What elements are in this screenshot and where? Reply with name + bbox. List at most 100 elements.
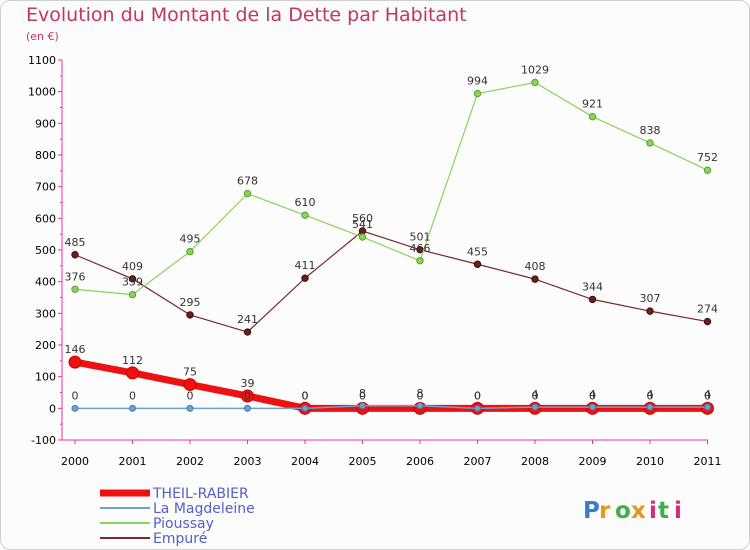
data-point: [71, 285, 79, 293]
data-label: 678: [237, 175, 258, 188]
data-label: 455: [467, 245, 488, 258]
data-label: 0: [417, 389, 424, 402]
legend-label: La Magdeleine: [153, 501, 255, 517]
data-point: [301, 211, 309, 219]
data-label: 495: [180, 233, 201, 246]
data-point: [301, 404, 309, 412]
logo-letter: P: [583, 498, 600, 524]
data-point: [531, 275, 539, 283]
data-point: [301, 274, 309, 282]
y-tick-label: 300: [35, 307, 56, 320]
data-point: [703, 317, 712, 326]
logo-letter: o: [615, 498, 631, 524]
data-label: 409: [122, 260, 143, 273]
data-label: 921: [582, 98, 603, 111]
data-point: [359, 402, 366, 410]
data-label: 838: [640, 124, 661, 137]
y-tick-labels: -100 0 100 200 300 400 500 600 700 800 900 1000 1100: [28, 54, 56, 447]
data-point: [416, 257, 424, 265]
data-label: 376: [65, 270, 86, 283]
data-label: 0: [589, 389, 596, 402]
legend-label: Empuré: [153, 531, 207, 547]
y-tick-label: 100: [35, 371, 56, 384]
data-point: [186, 404, 194, 412]
y-tick-label: 700: [35, 181, 56, 194]
data-point: [588, 112, 597, 121]
data-point: [128, 290, 137, 299]
data-label: 0: [187, 389, 194, 402]
chart-subtitle: (en €): [26, 30, 59, 43]
y-tick-label: 500: [35, 244, 56, 257]
data-point: [358, 233, 367, 241]
data-label: 4: [704, 388, 711, 401]
data-label: 8: [417, 387, 424, 400]
data-point: [243, 328, 252, 336]
axes: [58, 59, 708, 444]
series-line: [74, 81, 709, 296]
data-point: [244, 404, 251, 412]
data-label: 0: [72, 389, 79, 402]
data-label: 0: [647, 389, 654, 402]
data-point: [646, 139, 654, 147]
data-point: [589, 403, 596, 411]
y-tick-label: 800: [35, 149, 56, 162]
data-point: [704, 403, 711, 411]
data-point: [68, 355, 82, 369]
x-tick-label: 2000: [61, 455, 89, 468]
data-label: 295: [180, 296, 201, 309]
series-line: [71, 358, 711, 412]
data-label: 0: [704, 389, 711, 402]
data-point: [128, 275, 137, 283]
data-label: 344: [582, 280, 603, 293]
x-tick-label: 2011: [694, 455, 722, 468]
data-point: [531, 78, 539, 87]
logo-letter: r: [599, 498, 611, 524]
data-point: [646, 403, 654, 411]
data-label: 485: [65, 236, 86, 249]
x-tick-label: 2002: [176, 455, 204, 468]
data-label: 0: [302, 389, 309, 402]
y-tick-label: 900: [35, 117, 56, 130]
x-tick-label: 2001: [119, 455, 147, 468]
logo-letter: t: [658, 498, 669, 524]
data-label: 560: [352, 212, 373, 225]
y-tick-label: 1100: [28, 54, 56, 67]
y-tick-label: 200: [35, 339, 56, 352]
data-point: [473, 89, 482, 98]
y-tick-label: 0: [49, 402, 56, 415]
data-label: 541: [352, 218, 373, 231]
data-point: [646, 307, 654, 315]
x-tick-label: 2006: [406, 455, 434, 468]
data-label: 994: [467, 75, 488, 88]
data-label: 1029: [521, 63, 549, 76]
data-label: 0: [532, 389, 539, 402]
data-label: 307: [640, 292, 661, 305]
data-label: 4: [589, 388, 596, 401]
data-label: 4: [647, 388, 654, 401]
data-point: [474, 404, 481, 412]
x-tick-label: 2004: [291, 455, 319, 468]
data-point: [71, 251, 79, 259]
data-label: 39: [241, 377, 255, 390]
data-label: 112: [122, 354, 143, 367]
data-label: 0: [129, 389, 136, 402]
data-label: 0: [474, 389, 481, 402]
data-label: 411: [295, 259, 316, 272]
x-tick-label: 2005: [349, 455, 377, 468]
data-label: 0: [244, 389, 251, 402]
data-label: 4: [532, 388, 539, 401]
data-label: 359: [122, 276, 143, 289]
data-point: [71, 404, 79, 412]
y-tick-label: -100: [31, 434, 56, 447]
legend-label: Pioussay: [153, 516, 214, 532]
data-point: [186, 311, 194, 319]
data-label: 274: [697, 303, 718, 316]
data-point: [531, 403, 539, 411]
data-point: [588, 295, 597, 304]
data-label: 241: [237, 313, 258, 326]
y-tick-label: 600: [35, 212, 56, 225]
data-label: 75: [183, 366, 197, 379]
